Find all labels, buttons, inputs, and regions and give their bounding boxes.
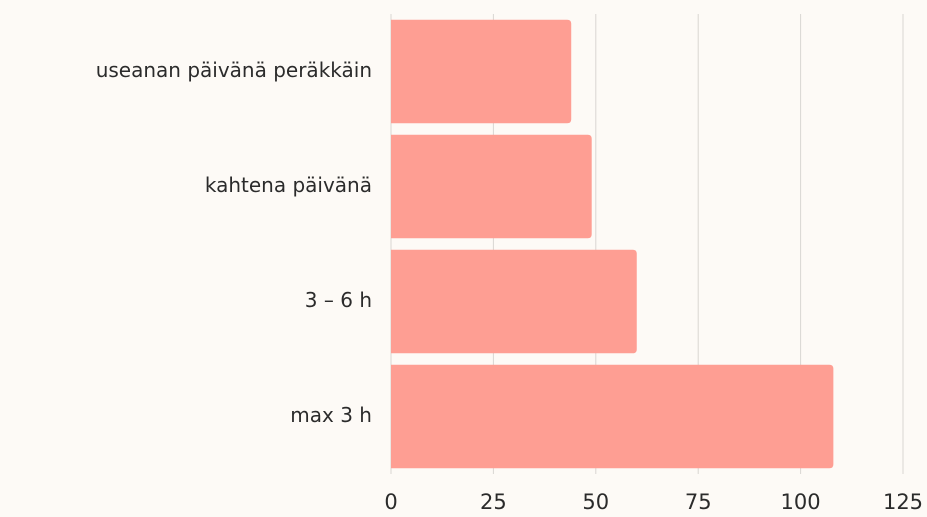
x-tick-label: 50 [582, 490, 609, 514]
bar [391, 134, 592, 239]
x-tick-label: 125 [883, 490, 923, 514]
y-tick-label: kahtena päivänä [205, 173, 372, 197]
y-tick-label: useanan päivänä peräkkäin [96, 58, 372, 82]
y-tick-label: 3 – 6 h [305, 288, 372, 312]
x-tick-label: 0 [384, 490, 397, 514]
y-tick-label: max 3 h [290, 403, 372, 427]
bar [391, 364, 834, 469]
x-tick-label: 75 [685, 490, 712, 514]
bar [391, 19, 572, 124]
x-tick-label: 100 [781, 490, 821, 514]
bar [391, 249, 637, 354]
x-tick-label: 25 [480, 490, 507, 514]
